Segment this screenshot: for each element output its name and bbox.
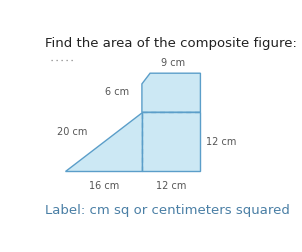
Polygon shape (65, 113, 142, 171)
Text: 12 cm: 12 cm (156, 181, 187, 191)
Polygon shape (142, 113, 201, 171)
Text: 12 cm: 12 cm (206, 137, 237, 147)
Text: 9 cm: 9 cm (161, 57, 185, 68)
Text: 20 cm: 20 cm (56, 126, 87, 136)
Polygon shape (142, 74, 201, 113)
Text: Find the area of the composite figure:: Find the area of the composite figure: (45, 37, 297, 50)
Text: 6 cm: 6 cm (105, 86, 129, 96)
Text: Label: cm sq or centimeters squared: Label: cm sq or centimeters squared (45, 204, 290, 216)
Text: 16 cm: 16 cm (89, 181, 120, 191)
